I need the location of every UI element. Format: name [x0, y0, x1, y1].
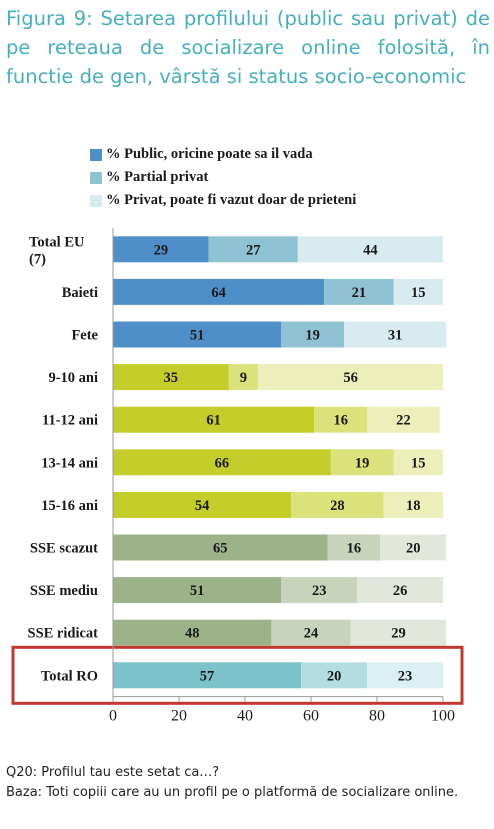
bar-15-16-ani-1 [113, 491, 292, 518]
data-label-total-ro-3: 23 [398, 668, 413, 684]
x-tick-label-20: 20 [171, 708, 187, 725]
bar-total-eu-7-3 [297, 236, 443, 263]
bar-sse-mediu-1 [113, 577, 282, 604]
bar-sse-scazut-3 [380, 534, 447, 561]
data-label-total-ro-1: 57 [200, 668, 215, 684]
category-label-total-eu-7: Total EU [29, 234, 85, 250]
data-label-sse-mediu-1: 51 [190, 583, 205, 599]
data-label-9-10-ani-1: 35 [164, 370, 179, 386]
category-label-9-10-ani: 9-10 ani [48, 370, 98, 386]
bar-15-16-ani-2 [291, 491, 384, 518]
x-tick-label-60: 60 [303, 708, 319, 725]
data-label-13-14-ani-1: 66 [215, 455, 230, 471]
data-label-sse-scazut-2: 16 [347, 541, 362, 557]
chart-legend: % Public, oricine poate sa il vada % Par… [90, 143, 356, 212]
bar-sse-scazut-1 [113, 534, 328, 561]
bar-baieti-1 [113, 278, 325, 305]
data-label-fete-1: 51 [190, 328, 205, 344]
legend-label-private: % Privat, poate fi vazut doar de prieten… [106, 192, 357, 208]
data-label-13-14-ani-3: 15 [411, 455, 426, 471]
legend-item-public: % Public, oricine poate sa il vada [90, 143, 356, 166]
bar-13-14-ani-2 [330, 449, 394, 476]
data-label-13-14-ani-2: 19 [355, 455, 370, 471]
data-label-sse-scazut-3: 20 [406, 541, 421, 557]
data-label-9-10-ani-2: 9 [240, 370, 247, 386]
category-label-sse-mediu: SSE mediu [30, 583, 98, 599]
bar-total-ro-1 [113, 662, 302, 689]
category-label-baieti: Baieti [62, 285, 98, 301]
bar-13-14-ani-1 [113, 449, 331, 476]
bar-total-ro-3 [367, 662, 443, 689]
data-label-baieti-2: 21 [352, 285, 367, 301]
data-label-sse-ridicat-3: 29 [391, 626, 406, 642]
legend-swatch-partial [90, 171, 102, 184]
bar-9-10-ani-2 [228, 364, 259, 391]
data-label-sse-mediu-3: 26 [393, 583, 408, 599]
bar-11-12-ani-2 [314, 406, 368, 433]
bar-fete-3 [344, 321, 447, 348]
legend-swatch-private [90, 194, 102, 207]
bar-15-16-ani-3 [383, 491, 443, 518]
x-tick-label-100: 100 [431, 708, 455, 725]
question-note: Q20: Profilul tau este setat ca…? [6, 765, 220, 780]
legend-label-partial: % Partial privat [106, 169, 209, 185]
legend-label-public: % Public, oricine poate sa il vada [106, 146, 313, 162]
data-label-total-eu-7-3: 44 [363, 242, 378, 258]
data-label-11-12-ani-1: 61 [206, 413, 221, 429]
category-label-sse-ridicat: SSE ridicat [28, 626, 99, 642]
data-label-total-eu-7-2: 27 [246, 242, 261, 258]
data-label-sse-scazut-1: 65 [213, 541, 228, 557]
data-label-11-12-ani-3: 22 [396, 413, 411, 429]
data-label-11-12-ani-2: 16 [333, 413, 348, 429]
bar-baieti-3 [393, 278, 443, 305]
base-note: Baza: Toti copiii care au un profil pe o… [6, 785, 459, 800]
bar-total-eu-7-2 [208, 236, 298, 263]
bar-sse-ridicat-2 [271, 619, 351, 646]
bar-total-ro-2 [301, 662, 368, 689]
data-label-sse-ridicat-2: 24 [304, 626, 319, 642]
data-label-fete-3: 31 [388, 328, 403, 344]
x-tick-label-40: 40 [237, 708, 253, 725]
data-label-sse-mediu-2: 23 [312, 583, 327, 599]
bar-sse-mediu-3 [357, 577, 443, 604]
data-label-9-10-ani-3: 56 [343, 370, 358, 386]
data-label-15-16-ani-3: 18 [406, 498, 421, 514]
data-label-fete-2: 19 [305, 328, 320, 344]
bar-sse-ridicat-3 [350, 619, 447, 646]
x-tick-label-0: 0 [109, 708, 117, 725]
category-label-sse-scazut: SSE scazut [30, 541, 98, 557]
stacked-bar-chart: Total EU(7) 29 27 44 Baieti 64 21 15 Fete 51 19 31 9… [11, 228, 464, 725]
bar-baieti-2 [324, 278, 394, 305]
figure-title: Figura 9: Setarea profilului (public sau… [6, 7, 490, 88]
category-label-15-16-ani: 15-16 ani [41, 498, 98, 514]
bar-sse-ridicat-1 [113, 619, 272, 646]
x-tick-label-80: 80 [369, 708, 385, 725]
data-label-sse-ridicat-1: 48 [185, 626, 200, 642]
category-label-total-eu-7-line2: (7) [29, 251, 46, 267]
highlight-box [11, 645, 464, 705]
legend-item-private: % Privat, poate fi vazut doar de prieten… [90, 189, 356, 212]
bar-total-eu-7-1 [113, 236, 209, 263]
legend-swatch-public [90, 148, 102, 161]
data-label-15-16-ani-2: 28 [330, 498, 345, 514]
data-label-baieti-1: 64 [211, 285, 226, 301]
bar-fete-2 [281, 321, 344, 348]
bar-sse-mediu-2 [281, 577, 358, 604]
data-label-15-16-ani-1: 54 [195, 498, 210, 514]
bar-13-14-ani-3 [393, 449, 443, 476]
bar-sse-scazut-2 [327, 534, 381, 561]
bar-fete-1 [113, 321, 282, 348]
bar-9-10-ani-3 [258, 364, 443, 391]
bar-9-10-ani-1 [113, 364, 229, 391]
bar-11-12-ani-3 [367, 406, 440, 433]
category-label-13-14-ani: 13-14 ani [41, 455, 98, 471]
data-label-baieti-3: 15 [411, 285, 426, 301]
data-label-total-eu-7-1: 29 [154, 242, 169, 258]
legend-item-partial: % Partial privat [90, 166, 356, 189]
category-label-fete: Fete [71, 328, 98, 344]
category-label-11-12-ani: 11-12 ani [42, 413, 98, 429]
data-label-total-ro-2: 20 [327, 668, 342, 684]
category-label-total-ro: Total RO [41, 668, 98, 684]
bar-11-12-ani-1 [113, 406, 315, 433]
